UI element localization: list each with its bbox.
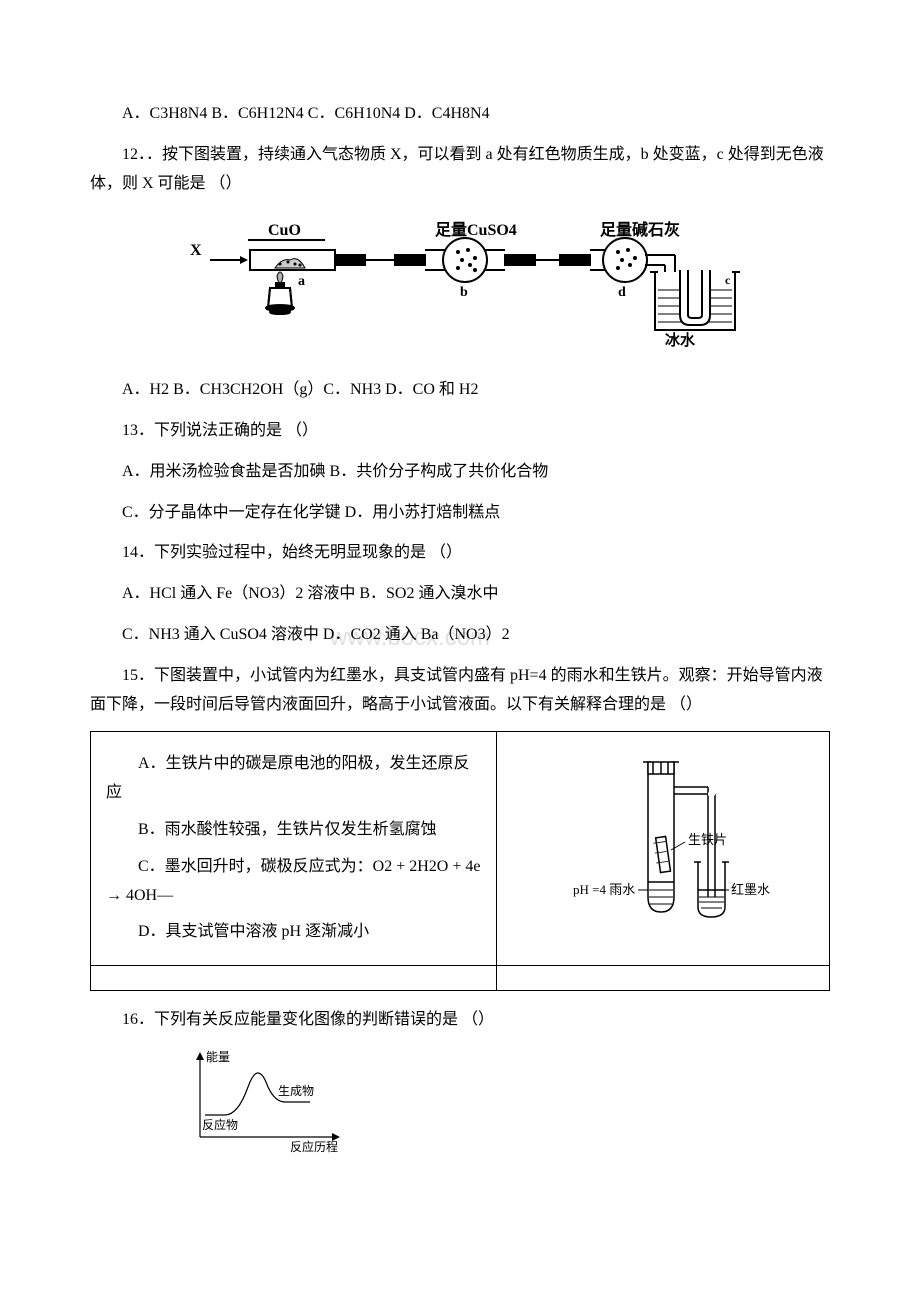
q15-stem: 15．下图装置中，小试管内为红墨水，具支试管内盛有 pH=4 的雨水和生铁片。观… bbox=[90, 662, 830, 720]
q16-stem: 16．下列有关反应能量变化图像的判断错误的是 （） bbox=[90, 1006, 830, 1035]
b-label: b bbox=[460, 285, 468, 300]
q15-empty-cell-2 bbox=[497, 966, 830, 991]
ice-label: 冰水 bbox=[665, 331, 696, 349]
rain-label: pH =4 雨水 bbox=[573, 882, 635, 897]
iron-label: 生铁片 bbox=[688, 832, 727, 847]
q15-options-cell: A．生铁片中的碳是原电池的阳极，发生还原反应 B．雨水酸性较强，生铁片仅发生析氢… bbox=[91, 732, 497, 966]
ink-label: 红墨水 bbox=[731, 882, 770, 897]
c-label: c bbox=[725, 273, 731, 287]
cuo-label: CuO bbox=[268, 222, 301, 239]
x-label: X bbox=[190, 242, 202, 259]
q15-table: A．生铁片中的碳是原电池的阳极，发生还原反应 B．雨水酸性较强，生铁片仅发生析氢… bbox=[90, 731, 830, 991]
q13-line1: A．用米汤检验食盐是否加碘 B．共价分子构成了共价化合物 bbox=[90, 458, 830, 487]
energy-product-label: 生成物 bbox=[278, 1084, 314, 1098]
q15-optionA: A．生铁片中的碳是原电池的阳极，发生还原反应 bbox=[106, 750, 481, 808]
q12-options: A．H2 B．CH3CH2OH（g）C．NH3 D．CO 和 H2 bbox=[90, 376, 830, 405]
q15-optionC: C．墨水回升时，碳极反应式为：O2 + 2H2O + 4e → 4OH— bbox=[106, 853, 481, 911]
energy-x-label: 反应历程 bbox=[290, 1139, 338, 1154]
apparatus-diagram: X CuO a bbox=[90, 210, 830, 361]
energy-diagram: 能量 反应物 生成物 反应历程 bbox=[180, 1047, 830, 1168]
q12-stem: 12．．按下图装置，持续通入气态物质 X，可以看到 a 处有红色物质生成，b 处… bbox=[90, 141, 830, 199]
q15-diagram: 生铁片 pH =4 雨水 红墨水 bbox=[533, 742, 793, 942]
watermark-wrap: www.bocx.com C．NH3 通入 CuSO4 溶液中 D．CO2 通入… bbox=[90, 621, 830, 650]
d-label: d bbox=[618, 285, 626, 300]
q14-line1: A．HCl 通入 Fe（NO3）2 溶液中 B．SO2 通入溴水中 bbox=[90, 580, 830, 609]
q15-optionD: D．具支试管中溶液 pH 逐渐减小 bbox=[106, 918, 481, 947]
q15-diagram-cell: 生铁片 pH =4 雨水 红墨水 bbox=[497, 732, 830, 966]
a-label: a bbox=[298, 274, 305, 289]
cuso4-label: 足量CuSO4 bbox=[435, 221, 517, 239]
q13-stem: 13．下列说法正确的是 （） bbox=[90, 417, 830, 446]
q14-stem: 14．下列实验过程中，始终无明显现象的是 （） bbox=[90, 539, 830, 568]
lime-label: 足量碱石灰 bbox=[600, 220, 680, 239]
q13-line2: C．分子晶体中一定存在化学键 D．用小苏打焙制糕点 bbox=[90, 499, 830, 528]
energy-y-label: 能量 bbox=[206, 1050, 230, 1064]
q11-options: A．C3H8N4 B．C6H12N4 C．C6H10N4 D．C4H8N4 bbox=[90, 100, 830, 129]
q15-empty-cell-1 bbox=[91, 966, 497, 991]
energy-reactant-label: 反应物 bbox=[202, 1117, 238, 1132]
q14-line2: C．NH3 通入 CuSO4 溶液中 D．CO2 通入 Ba（NO3）2 bbox=[90, 621, 830, 650]
q15-optionB: B．雨水酸性较强，生铁片仅发生析氢腐蚀 bbox=[106, 816, 481, 845]
